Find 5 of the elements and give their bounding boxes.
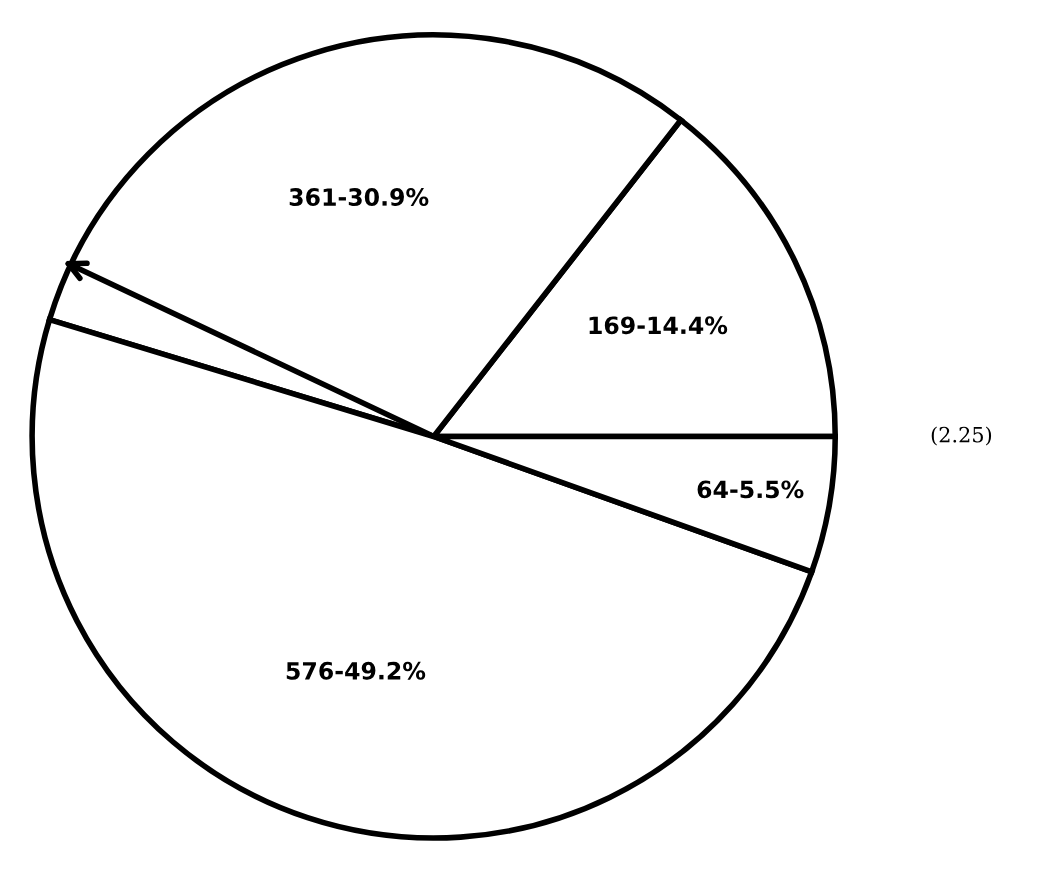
- text: (2.25): [931, 426, 992, 446]
- data-label: 576-49.2%: [286, 661, 426, 680]
- data-label: 169-14.4%: [589, 316, 728, 335]
- data-label: 64-5.5%: [697, 480, 804, 499]
- data-label: 361-30.9%: [289, 188, 429, 206]
